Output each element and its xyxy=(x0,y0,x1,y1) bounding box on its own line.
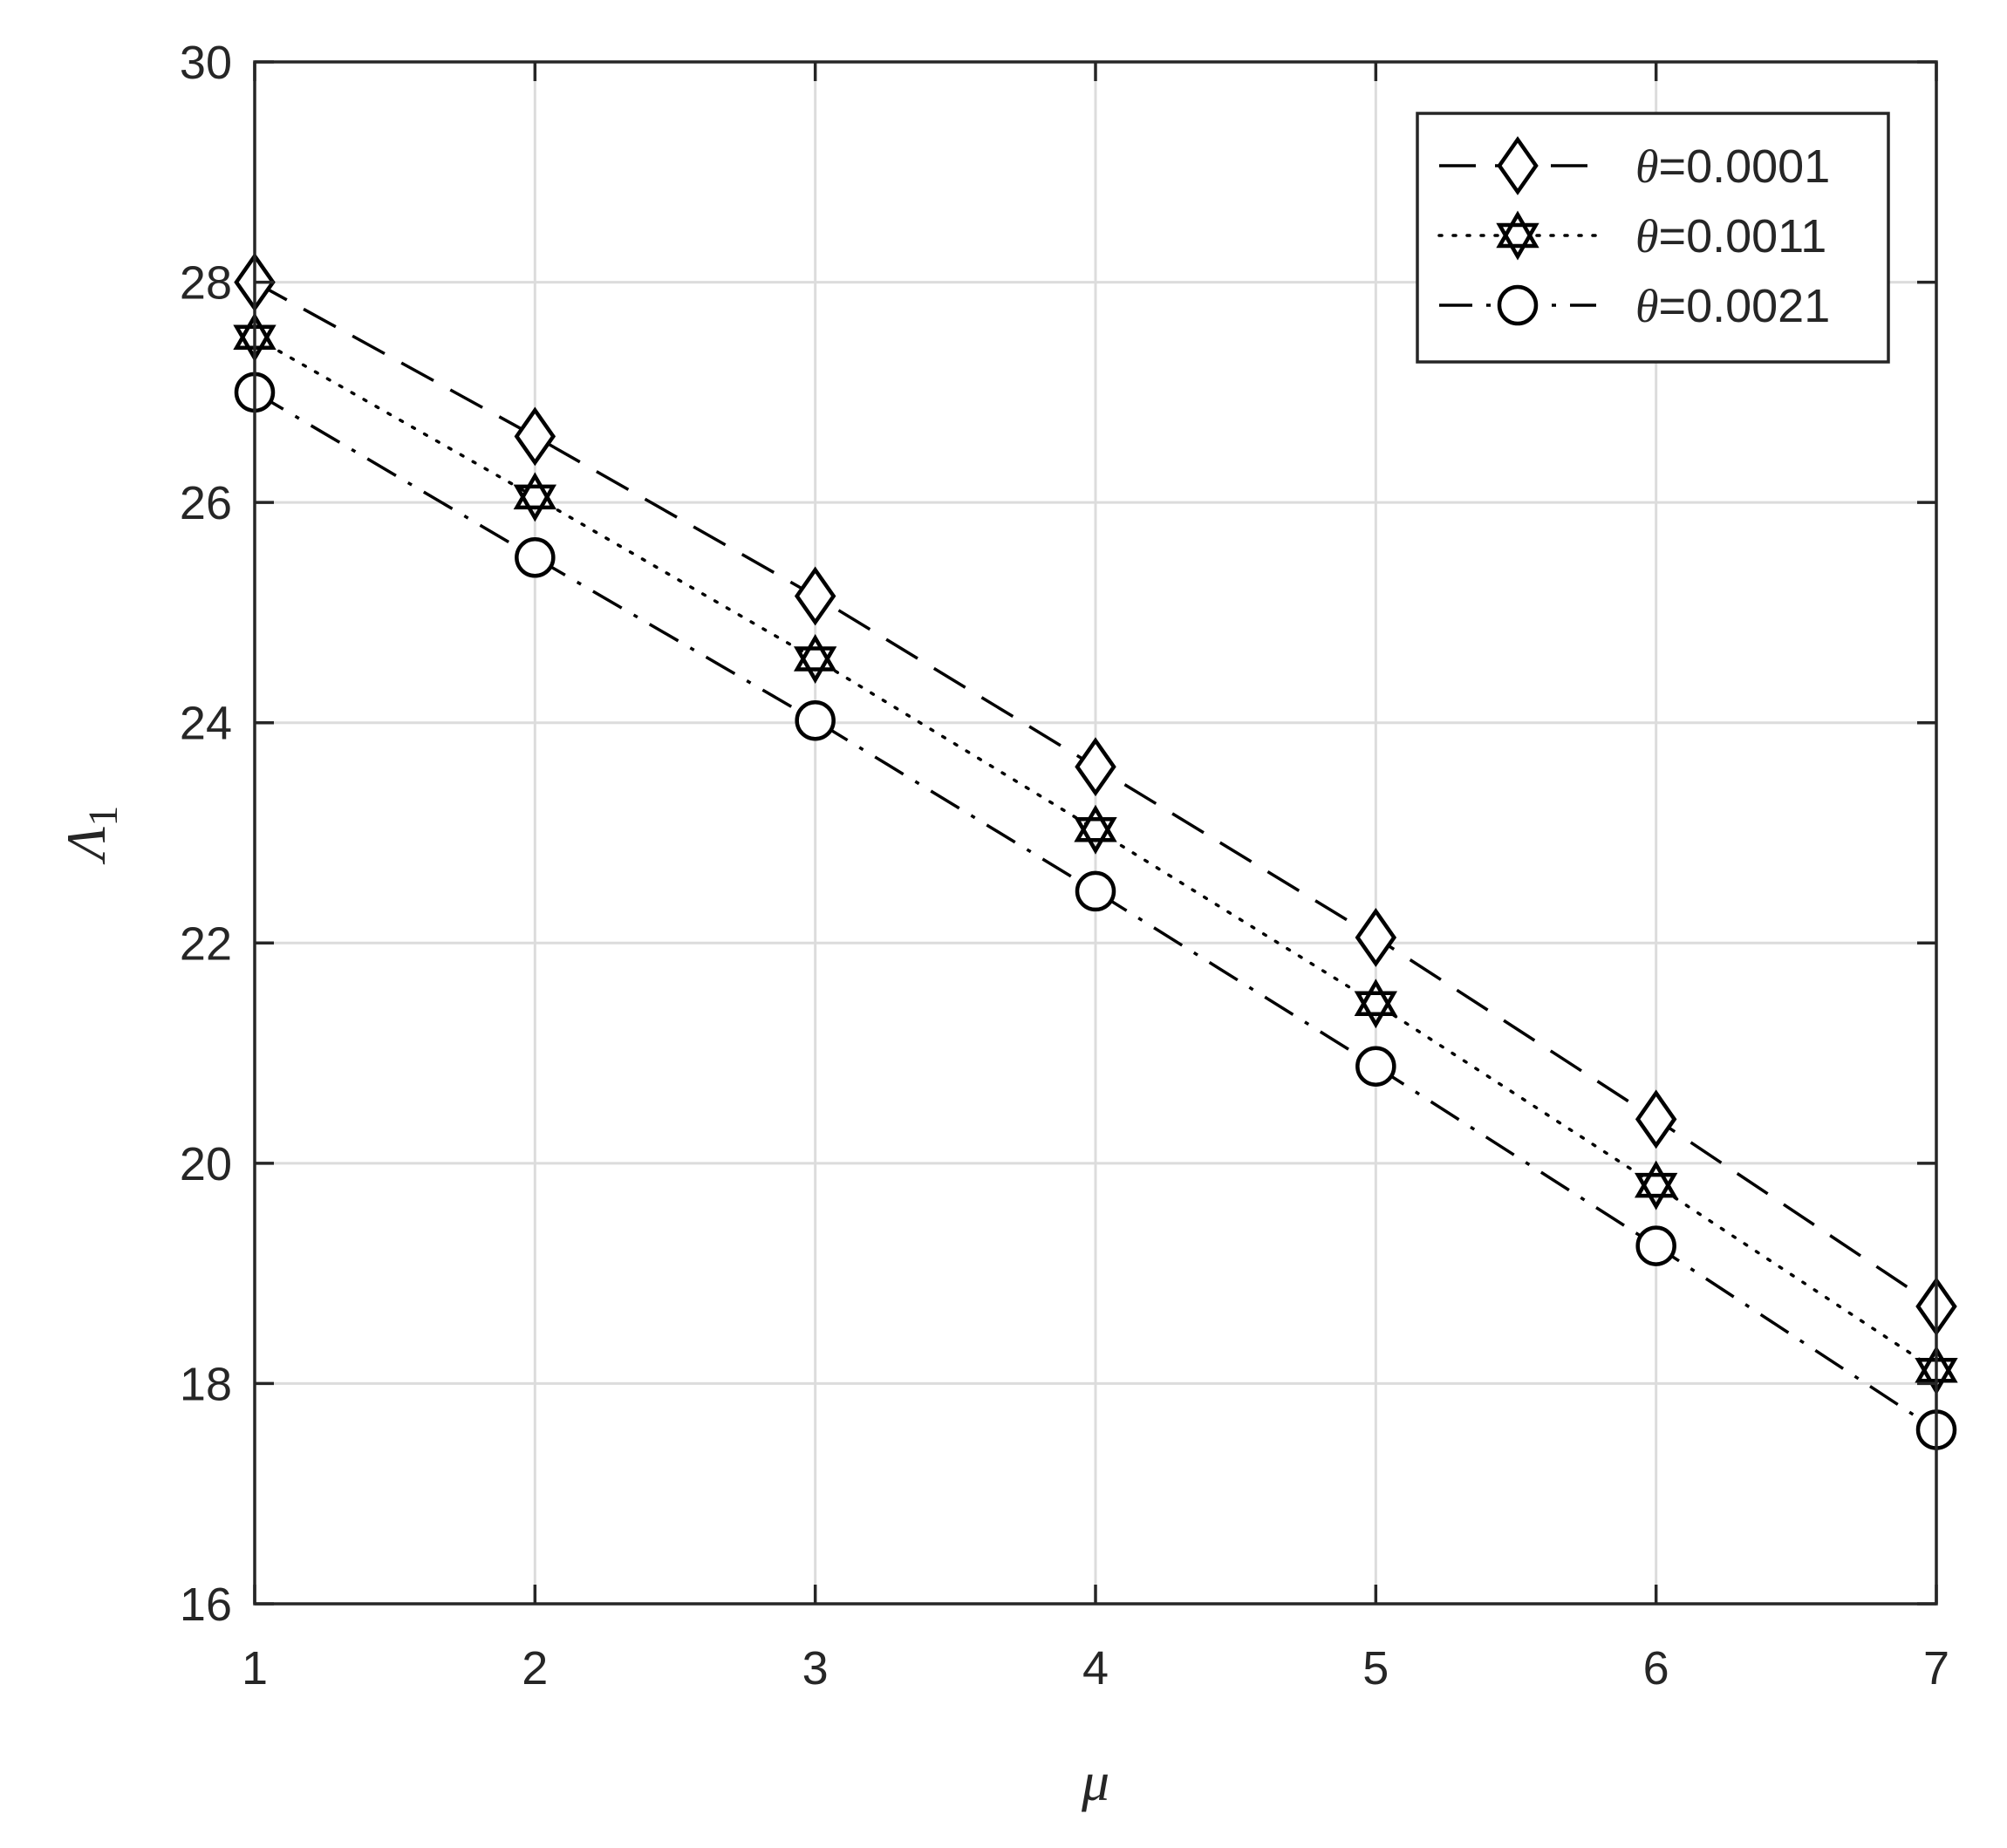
legend-entry-2: θ=0.0011 xyxy=(1437,210,1826,263)
legend-label: θ=0.0001 xyxy=(1635,140,1830,193)
legend-label-value: =0.0021 xyxy=(1659,280,1831,332)
y-tick-label: 30 xyxy=(180,37,232,89)
data-point-hexagram xyxy=(793,633,837,684)
data-point-hexagram xyxy=(1634,1160,1678,1210)
y-tick-label: 18 xyxy=(180,1358,232,1410)
hexagram-triangle-down xyxy=(1074,816,1117,855)
x-tick-label: 6 xyxy=(1643,1642,1669,1695)
hexagram-triangle-down xyxy=(513,484,557,522)
series-1 xyxy=(234,252,1957,1336)
data-point-circle xyxy=(515,537,556,578)
legend-marker-diamond xyxy=(1497,136,1539,195)
hexagram-triangle-down xyxy=(793,646,837,684)
legend-label-symbol: θ xyxy=(1635,210,1659,263)
y-tick-label: 16 xyxy=(180,1579,232,1631)
data-point-diamond xyxy=(1635,1089,1677,1149)
y-axis-label-main: Λ xyxy=(55,826,117,864)
x-tick-label: 3 xyxy=(802,1642,829,1695)
data-point-diamond xyxy=(514,406,556,467)
legend-label-value: =0.0011 xyxy=(1659,210,1827,263)
legend-marker-hexagram xyxy=(1496,210,1539,261)
data-point-circle xyxy=(1355,1046,1396,1087)
data-point-hexagram xyxy=(513,472,557,522)
hexagram-triangle-down xyxy=(1634,1172,1678,1210)
legend-label: θ=0.0011 xyxy=(1635,210,1826,263)
y-tick-label: 24 xyxy=(180,698,232,750)
y-axis-label-subscript: 1 xyxy=(80,806,126,827)
data-point-circle xyxy=(795,699,836,741)
series-3 xyxy=(234,372,1957,1450)
x-tick-label: 7 xyxy=(1923,1642,1949,1695)
legend-box xyxy=(1416,112,1890,364)
legend-entry-1: θ=0.0001 xyxy=(1439,136,1830,195)
hexagram-triangle-down xyxy=(1354,991,1398,1029)
x-tick-label: 2 xyxy=(522,1642,548,1695)
data-point-hexagram xyxy=(1074,804,1117,855)
y-tick-label: 26 xyxy=(180,477,232,529)
data-point-diamond xyxy=(794,566,836,626)
legend-label: θ=0.0021 xyxy=(1635,280,1830,332)
data-point-circle xyxy=(1075,870,1116,912)
x-tick-label: 1 xyxy=(242,1642,268,1695)
data-point-circle xyxy=(1635,1225,1676,1266)
data-point-diamond xyxy=(1355,908,1397,967)
legend-label-symbol: θ xyxy=(1635,280,1659,332)
x-axis-label: μ xyxy=(1081,1750,1109,1812)
tick-labels: 1 2 3 4 5 6 7 16 18 20 22 24 26 28 30 xyxy=(180,37,1949,1695)
tick-marks xyxy=(253,60,1938,1606)
legend-entry-3: θ=0.0021 xyxy=(1439,280,1830,332)
data-point-diamond xyxy=(1075,737,1116,797)
legend-marker-circle xyxy=(1497,284,1539,326)
legend-label-symbol: θ xyxy=(1635,140,1659,193)
hexagram-triangle-down xyxy=(1496,222,1539,261)
legend-label-value: =0.0001 xyxy=(1659,140,1831,193)
y-axis-label: Λ1 xyxy=(55,806,126,865)
y-tick-label: 20 xyxy=(180,1138,232,1190)
y-tick-label: 22 xyxy=(180,917,232,970)
x-tick-label: 4 xyxy=(1082,1642,1109,1695)
data-point-hexagram xyxy=(1354,979,1398,1029)
x-tick-label: 5 xyxy=(1362,1642,1389,1695)
y-tick-label: 28 xyxy=(180,257,232,310)
